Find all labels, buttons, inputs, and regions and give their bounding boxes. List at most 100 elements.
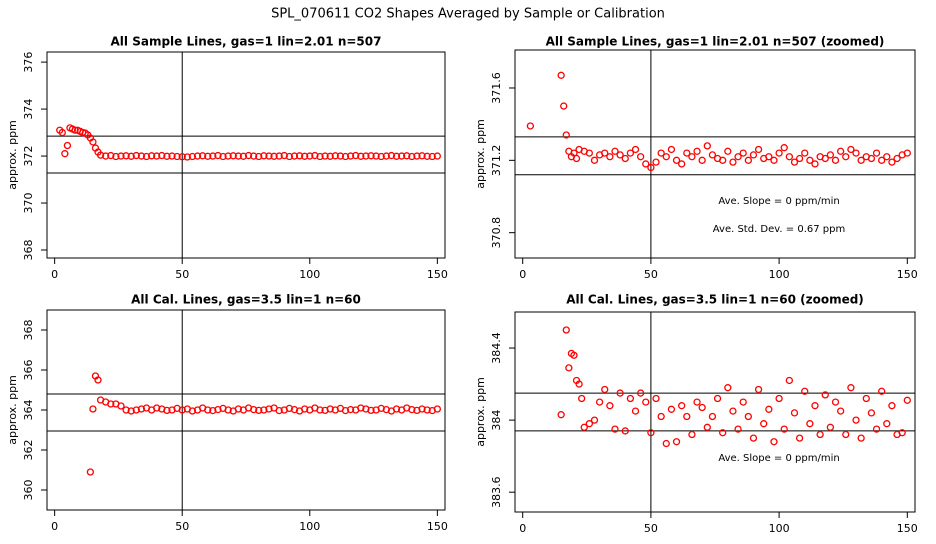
y-tick-label: 376 (22, 52, 35, 73)
point (331, 152, 339, 160)
point (606, 402, 614, 410)
point (58, 128, 66, 137)
point (575, 380, 583, 388)
y-tick-label: 370.8 (490, 217, 503, 249)
panel-title: All Cal. Lines, gas=3.5 lin=1 n=60 (zoom… (566, 293, 864, 307)
point (209, 406, 217, 415)
x-tick-label: 0 (519, 268, 526, 281)
point (642, 398, 650, 406)
point (107, 400, 115, 408)
point (744, 156, 752, 164)
point (821, 154, 829, 163)
point (158, 151, 166, 160)
point (367, 152, 375, 160)
plot-frame (46, 51, 446, 259)
y-axis-label: approx. ppm (474, 377, 487, 447)
point (883, 153, 891, 161)
point (801, 149, 809, 157)
y-tick-label: 372 (22, 146, 35, 167)
point (867, 154, 876, 163)
point (790, 158, 799, 166)
point (811, 160, 819, 168)
point (255, 406, 263, 415)
point (744, 412, 752, 421)
point (878, 156, 886, 164)
point (672, 156, 681, 164)
point (565, 364, 573, 372)
y-tick-label: 371.6 (490, 72, 503, 104)
point (209, 152, 217, 160)
point (611, 425, 619, 433)
point (265, 152, 273, 160)
point (631, 407, 640, 415)
point (562, 131, 570, 139)
point (413, 152, 421, 160)
annotation: Ave. Std. Dev. = 0.67 ppm (713, 224, 845, 235)
point (250, 405, 258, 414)
point (280, 151, 288, 160)
point (770, 156, 778, 164)
point (857, 434, 865, 442)
point (163, 406, 171, 415)
point (590, 416, 599, 424)
point (580, 423, 588, 431)
x-tick-label: 100 (769, 268, 790, 281)
point (765, 153, 773, 161)
point (433, 405, 441, 413)
point (795, 154, 804, 163)
x-tick-label: 0 (51, 268, 58, 281)
point (326, 152, 334, 160)
point (678, 160, 686, 168)
x-tick-label: 150 (427, 268, 448, 281)
point (362, 152, 370, 160)
point (250, 152, 258, 160)
annotation: Ave. Slope = 0 ppm/min (718, 196, 839, 207)
point (719, 429, 727, 437)
y-tick-label: 364 (22, 400, 35, 421)
point (667, 145, 676, 154)
point (96, 151, 105, 159)
point (734, 153, 742, 161)
point (122, 406, 130, 414)
point (260, 406, 268, 414)
point (234, 152, 242, 160)
point (826, 151, 835, 159)
x-tick-label: 0 (519, 522, 526, 535)
point (255, 152, 263, 161)
point (377, 152, 385, 161)
point (878, 387, 886, 395)
point (86, 468, 95, 476)
point (392, 405, 401, 413)
point (219, 152, 227, 161)
x-tick-label: 50 (175, 268, 189, 281)
point (836, 407, 845, 415)
point (724, 147, 732, 155)
point (214, 405, 222, 414)
point (826, 423, 835, 431)
point (382, 152, 390, 160)
y-axis-label: approx. ppm (474, 119, 487, 189)
y-tick-label: 360 (22, 480, 35, 501)
point (775, 149, 783, 157)
point (698, 403, 706, 412)
point (316, 152, 324, 161)
point (903, 396, 911, 404)
x-tick-label: 100 (299, 520, 320, 533)
y-tick-label: 371.2 (490, 145, 503, 177)
panel-title: All Sample Lines, gas=1 lin=2.01 n=507 (… (546, 35, 885, 49)
point (188, 152, 197, 161)
point (572, 154, 581, 163)
point (847, 384, 855, 392)
x-tick-label: 0 (51, 520, 58, 533)
point (816, 430, 824, 439)
point (616, 151, 624, 159)
plot-frame (514, 49, 916, 259)
point (898, 429, 906, 437)
point (346, 405, 355, 414)
x-tick-label: 50 (175, 520, 189, 533)
point (61, 150, 69, 158)
point (652, 394, 660, 403)
x-tick-label: 50 (644, 268, 658, 281)
